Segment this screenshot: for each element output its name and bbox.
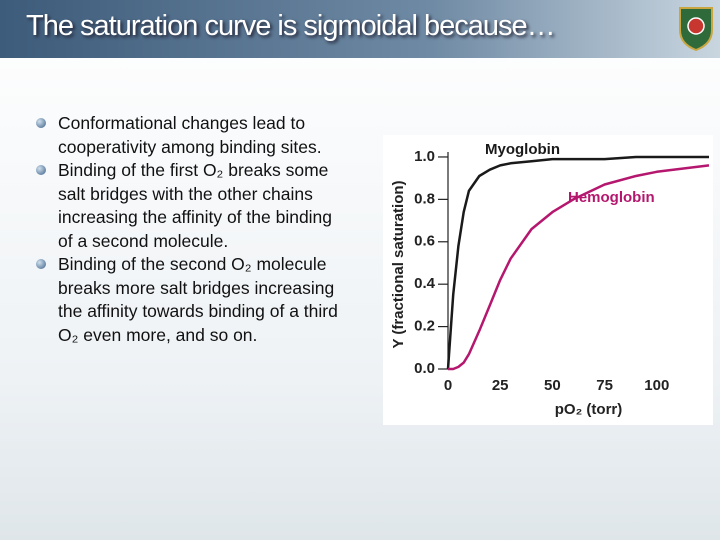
y-tick-label: 1.0 <box>414 148 435 165</box>
chart: 0.0 0.2 0.4 0.6 0.8 1.0 0 25 50 75 100 pO₂ (torr) Y … <box>383 135 713 425</box>
slide-title: The saturation curve is sigmoidal becaus… <box>26 10 556 42</box>
bullet: Conformational changes lead to cooperati… <box>36 112 346 159</box>
series-label: Hemoglobin <box>568 189 655 206</box>
x-tick-label: 50 <box>544 377 561 394</box>
line-series <box>446 155 709 370</box>
logo <box>679 7 713 52</box>
y-axis-label: Y (fractional saturation) <box>390 180 407 348</box>
y-tick-label: 0.6 <box>414 233 435 250</box>
bullet: Binding of the first O₂ breaks some salt… <box>36 159 346 253</box>
x-tick-label: 0 <box>444 377 452 394</box>
y-tick-label: 0.8 <box>414 190 435 207</box>
x-axis-label: pO₂ (torr) <box>555 401 623 418</box>
y-tick-label: 0.0 <box>414 360 435 377</box>
x-tick-label: 100 <box>644 377 669 394</box>
title-bar <box>0 0 720 58</box>
bullet: Binding of the second O₂ molecule breaks… <box>36 253 346 347</box>
x-tick-label: 25 <box>492 377 509 394</box>
x-tick-label: 75 <box>596 377 613 394</box>
line-series <box>448 164 710 371</box>
bullet-list: Conformational changes lead to cooperati… <box>36 112 346 347</box>
y-tick-label: 0.2 <box>414 318 435 335</box>
y-tick-label: 0.4 <box>414 275 436 292</box>
series-label: Myoglobin <box>485 141 560 158</box>
